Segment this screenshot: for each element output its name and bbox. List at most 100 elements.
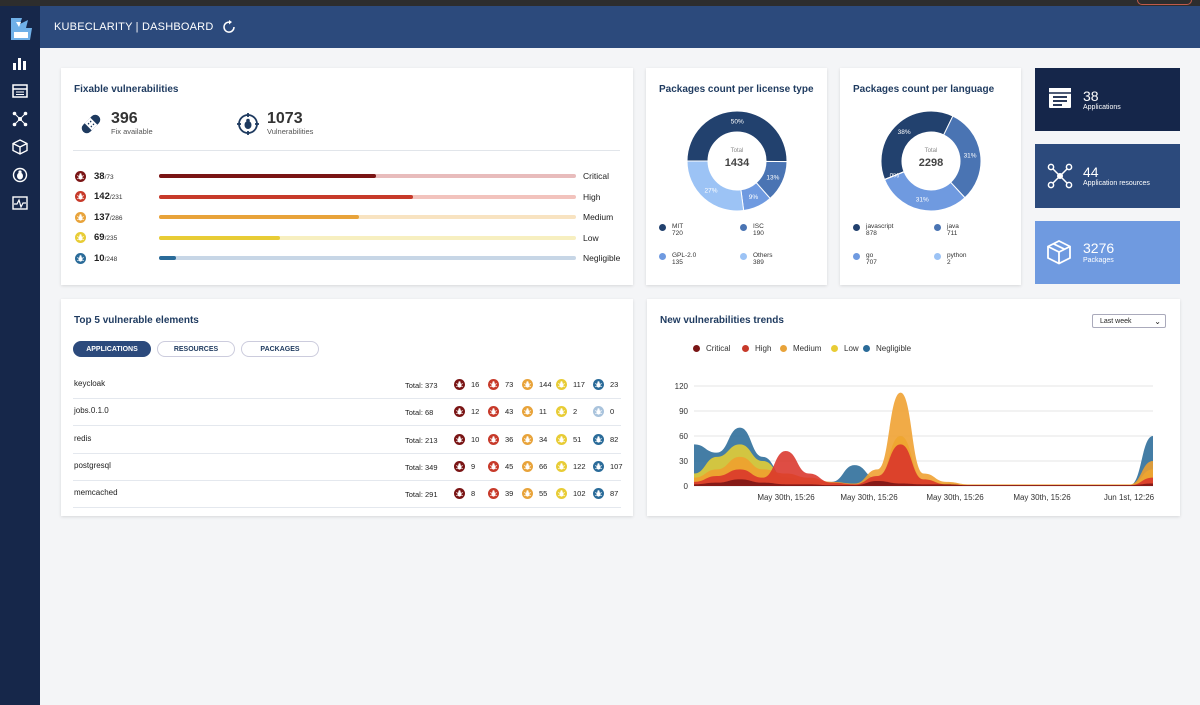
- table-row[interactable]: keycloak Total: 373 16 73 144 117 23: [73, 372, 621, 399]
- dashboard-icon[interactable]: [9, 52, 31, 74]
- legend-dot: [853, 253, 860, 260]
- period-select[interactable]: Last week ⌄: [1092, 314, 1166, 328]
- top-header: KUBECLARITY | DASHBOARD: [40, 6, 1200, 48]
- license-slice-0[interactable]: [686, 110, 788, 163]
- runtime-scan-icon[interactable]: [9, 192, 31, 214]
- refresh-icon[interactable]: [221, 19, 237, 35]
- period-select-value: Last week: [1100, 317, 1132, 325]
- applications-nav-icon[interactable]: [9, 80, 31, 102]
- vulnerabilities-nav-icon[interactable]: [9, 164, 31, 186]
- table-row[interactable]: redis Total: 213 10 36 34 51 82: [73, 427, 621, 454]
- medium-bug-icon: [522, 379, 533, 390]
- count-value: 144: [539, 380, 552, 389]
- language-slice-label: 31%: [964, 152, 977, 159]
- low-count-badge: 51: [556, 433, 581, 445]
- element-name[interactable]: memcached: [74, 488, 118, 498]
- low-count-badge: 122: [556, 460, 586, 472]
- trend-legend-high[interactable]: High: [742, 344, 771, 353]
- count-value: 122: [573, 461, 586, 471]
- applications-tile[interactable]: 38 Applications: [1035, 68, 1180, 131]
- fix-available-label: Fix available: [111, 127, 153, 136]
- trend-legend-negligible[interactable]: Negligible: [863, 344, 911, 353]
- severity-count: 10/248: [94, 253, 159, 264]
- trend-legend-medium[interactable]: Medium: [780, 344, 821, 353]
- medium-count-badge: 144: [522, 379, 552, 390]
- count-value: 82: [610, 434, 619, 444]
- divider: [73, 150, 620, 151]
- severity-fixed-value: 38: [94, 170, 105, 182]
- negligible-bug-icon: [75, 252, 86, 264]
- top5-vulnerable-card: Top 5 vulnerable elements APPLICATIONS R…: [61, 299, 633, 516]
- bug-target-icon: [237, 112, 259, 135]
- browser-button[interactable]: [1137, 0, 1192, 5]
- low-count-badge: 2: [556, 406, 577, 418]
- severity-total-value: /73: [104, 173, 114, 181]
- medium-count-badge: 11: [522, 406, 547, 418]
- packages-nav-icon[interactable]: [9, 136, 31, 158]
- y-tick-label: 120: [675, 382, 689, 391]
- high-bug-icon: [488, 406, 499, 418]
- count-value: 66: [539, 461, 548, 471]
- element-name[interactable]: postgresql: [74, 460, 111, 470]
- tab-applications[interactable]: APPLICATIONS: [73, 341, 151, 357]
- bandage-icon: [79, 112, 103, 136]
- application-resources-tile[interactable]: 44 Application resources: [1035, 144, 1180, 208]
- fixable-title: Fixable vulnerabilities: [74, 84, 179, 95]
- legend-dot: [659, 224, 666, 231]
- element-total: Total: 213: [405, 435, 438, 445]
- legend-label: Critical: [706, 344, 731, 353]
- y-tick-label: 30: [679, 457, 688, 466]
- critical-bug-icon: [454, 379, 465, 390]
- low-bug-icon: [556, 460, 567, 472]
- severity-count: 137/286: [94, 212, 159, 223]
- kubeclarity-logo-icon[interactable]: [8, 14, 34, 42]
- tab-resources[interactable]: RESOURCES: [157, 341, 235, 357]
- element-name[interactable]: redis: [74, 433, 92, 443]
- language-chart-title: Packages count per language: [853, 84, 995, 95]
- license-slice-3[interactable]: [686, 160, 745, 212]
- critical-count-badge: 8: [454, 488, 475, 500]
- severity-fixed-value: 137: [94, 211, 110, 223]
- table-row[interactable]: memcached Total: 291 8 39 55 102 87: [73, 481, 621, 509]
- fix-available-value: 396: [111, 110, 138, 127]
- high-count-badge: 45: [488, 460, 514, 472]
- trend-legend-low[interactable]: Low: [831, 344, 859, 353]
- x-tick-label: May 30th, 15:26: [926, 493, 984, 502]
- severity-progress-bar: [159, 174, 576, 178]
- medium-bug-icon: [75, 211, 86, 223]
- critical-count-badge: 16: [454, 379, 479, 390]
- legend-dot: [693, 345, 700, 352]
- tab-packages[interactable]: PACKAGES: [241, 341, 319, 357]
- language-slice-0[interactable]: [880, 110, 954, 181]
- top5-title: Top 5 vulnerable elements: [74, 315, 199, 326]
- chevron-down-icon: ⌄: [1154, 317, 1161, 326]
- packages-tile[interactable]: 3276 Packages: [1035, 221, 1180, 284]
- severity-row-high: 142/231 High: [75, 190, 621, 204]
- element-total: Total: 373: [405, 381, 438, 390]
- table-row[interactable]: postgresql Total: 349 9 45 66 122 107: [73, 454, 623, 481]
- severity-progress-bar: [159, 215, 576, 219]
- table-row[interactable]: jobs.0.1.0 Total: 68 12 43 11 2 0: [73, 399, 621, 427]
- medium-count-badge: 66: [522, 460, 548, 472]
- language-card: Packages count per language 38% 31% 31% 0% …: [840, 68, 1021, 285]
- negligible-count-badge: 82: [593, 433, 619, 445]
- legend-dot: [742, 345, 749, 352]
- legend-dot: [659, 253, 666, 260]
- severity-label: Medium: [583, 212, 614, 222]
- count-value: 45: [505, 461, 514, 471]
- critical-count-badge: 12: [454, 406, 479, 418]
- legend-name: MIT: [672, 223, 684, 230]
- vulnerabilities-stat: 1073 Vulnerabilities: [237, 111, 313, 136]
- area-series-medium: [694, 392, 1153, 486]
- resources-nav-icon[interactable]: [9, 108, 31, 130]
- legend-name: python: [947, 252, 967, 259]
- element-name[interactable]: jobs.0.1.0: [74, 406, 109, 416]
- severity-label: High: [583, 191, 601, 202]
- language-slice-3[interactable]: [883, 171, 905, 181]
- language_chart-legend-item: python 2: [934, 252, 967, 266]
- count-value: 11: [539, 407, 547, 417]
- element-name[interactable]: keycloak: [74, 379, 106, 388]
- count-value: 34: [539, 434, 548, 444]
- language-total-value: 2298: [918, 157, 944, 169]
- trend-legend-critical[interactable]: Critical: [693, 344, 730, 353]
